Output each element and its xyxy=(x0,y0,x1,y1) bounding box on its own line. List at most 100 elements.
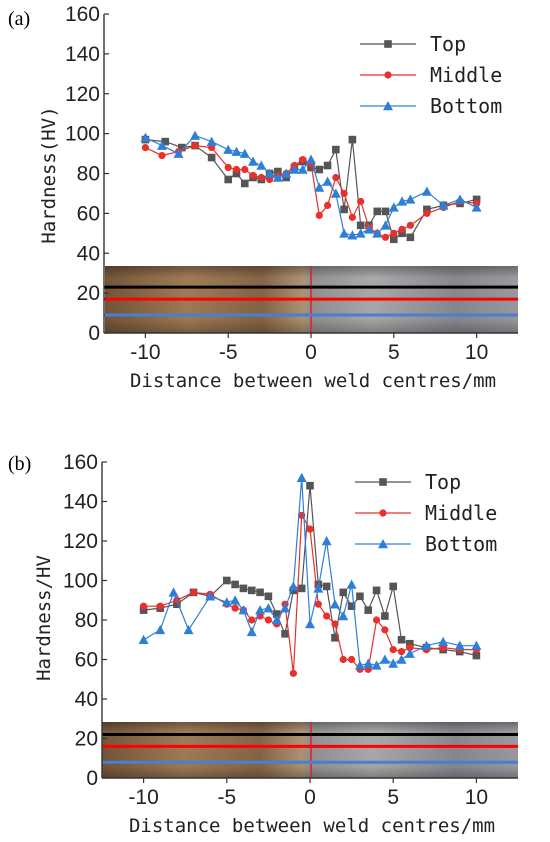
legend-marker xyxy=(383,101,393,111)
panel-label: (b) xyxy=(8,453,31,475)
data-point-top xyxy=(356,221,365,230)
data-point-bottom xyxy=(454,640,465,650)
data-point-bottom xyxy=(263,603,274,613)
data-point-bottom xyxy=(190,130,201,140)
data-point-bottom xyxy=(156,140,167,150)
legend-marker xyxy=(384,40,392,48)
data-point-middle xyxy=(423,209,431,217)
x-tick-label: 5 xyxy=(388,341,400,364)
y-tick-label: 20 xyxy=(77,282,100,305)
data-point-bottom xyxy=(239,148,250,158)
data-point-top xyxy=(390,235,398,244)
data-point-bottom xyxy=(405,194,416,204)
legend-marker xyxy=(384,71,392,79)
chart-panel-b: (b) 0 20 40 60 80 100 120 140 160 -10 -5 0 5 10 Hardn… xyxy=(8,451,518,837)
data-point-top xyxy=(256,588,264,597)
data-point-bottom xyxy=(329,599,340,609)
data-point-top xyxy=(372,586,381,595)
data-point-bottom xyxy=(372,228,383,238)
data-point-middle xyxy=(248,616,256,624)
data-point-top xyxy=(307,163,315,172)
series-line-bottom xyxy=(145,134,477,236)
data-point-middle xyxy=(299,155,307,164)
data-point-middle xyxy=(315,211,323,219)
data-point-bottom xyxy=(322,176,333,186)
data-point-bottom xyxy=(455,194,466,204)
data-point-top xyxy=(274,167,282,176)
y-axis-title: Hardness/HV xyxy=(33,555,55,681)
chart-panel-a: (a) 0 20 40 60 80 100 120 140 160 -10 -5 0 5 10 Hardn… xyxy=(8,3,518,392)
data-point-middle xyxy=(406,221,414,229)
data-point-bottom xyxy=(380,220,391,230)
data-point-top xyxy=(224,175,232,184)
data-point-top xyxy=(340,205,348,214)
data-point-middle xyxy=(249,171,257,180)
data-point-middle xyxy=(339,655,347,664)
x-axis-title: Distance between weld centres/mm xyxy=(129,815,495,837)
data-point-top xyxy=(231,580,239,589)
data-point-middle xyxy=(189,588,198,596)
data-point-bottom xyxy=(230,595,241,605)
legend-label-bottom: Bottom xyxy=(430,94,502,118)
data-point-bottom xyxy=(379,654,390,664)
data-point-bottom xyxy=(246,626,257,637)
data-point-top xyxy=(397,635,406,644)
weld-image xyxy=(102,722,518,778)
data-point-bottom xyxy=(238,605,249,615)
data-point-middle xyxy=(306,525,314,533)
data-point-middle xyxy=(398,225,406,233)
data-point-top xyxy=(423,205,431,214)
legend: Top Middle Bottom xyxy=(355,470,497,556)
data-point-middle xyxy=(241,165,249,174)
data-point-top xyxy=(315,165,324,174)
data-point-top xyxy=(356,592,364,601)
data-point-bottom xyxy=(255,605,266,615)
x-tick-label: 5 xyxy=(387,786,399,809)
data-point-top xyxy=(223,576,231,585)
data-point-bottom xyxy=(347,230,358,240)
data-point-middle xyxy=(323,201,332,209)
data-point-bottom xyxy=(264,168,275,178)
data-point-top xyxy=(247,586,256,595)
data-point-top xyxy=(178,143,186,152)
overlay-lines xyxy=(102,733,518,764)
overlay-lines xyxy=(104,285,518,317)
data-point-top xyxy=(406,639,414,648)
legend-marker xyxy=(379,478,387,486)
legend-marker xyxy=(379,509,387,517)
data-point-bottom xyxy=(438,200,449,210)
y-tick-label: 0 xyxy=(88,322,100,345)
data-point-bottom xyxy=(313,583,324,593)
data-point-bottom xyxy=(330,188,341,198)
legend-marker xyxy=(378,539,388,549)
data-point-top xyxy=(161,137,170,146)
data-point-bottom xyxy=(305,618,315,629)
data-point-bottom xyxy=(354,660,365,670)
y-tick-label: 80 xyxy=(75,609,98,632)
data-point-top xyxy=(373,207,382,216)
data-point-top xyxy=(406,233,415,242)
data-point-middle xyxy=(332,173,340,182)
tick-labels: 0 20 40 60 80 100 120 140 160 -10 -5 0 5 10 xyxy=(65,3,488,364)
y-tick-label: 100 xyxy=(63,570,98,593)
data-point-bottom xyxy=(421,640,432,650)
y-tick-label: 0 xyxy=(86,767,98,790)
data-point-bottom xyxy=(140,132,151,142)
data-point-top xyxy=(348,135,357,144)
data-point-middle xyxy=(390,229,398,237)
data-point-top xyxy=(323,161,332,170)
y-tick-label: 60 xyxy=(77,202,100,225)
data-point-middle xyxy=(264,616,272,624)
y-tick-label: 140 xyxy=(63,491,98,514)
data-point-bottom xyxy=(438,636,449,646)
data-point-bottom xyxy=(388,202,399,212)
data-point-top xyxy=(272,610,281,618)
y-tick-label: 40 xyxy=(77,242,100,265)
data-point-top xyxy=(332,145,340,154)
y-tick-label: 120 xyxy=(65,83,100,106)
series-group xyxy=(138,472,482,677)
legend: Top Middle Bottom xyxy=(360,32,502,118)
data-point-top xyxy=(381,207,390,216)
data-point-middle xyxy=(397,648,406,656)
